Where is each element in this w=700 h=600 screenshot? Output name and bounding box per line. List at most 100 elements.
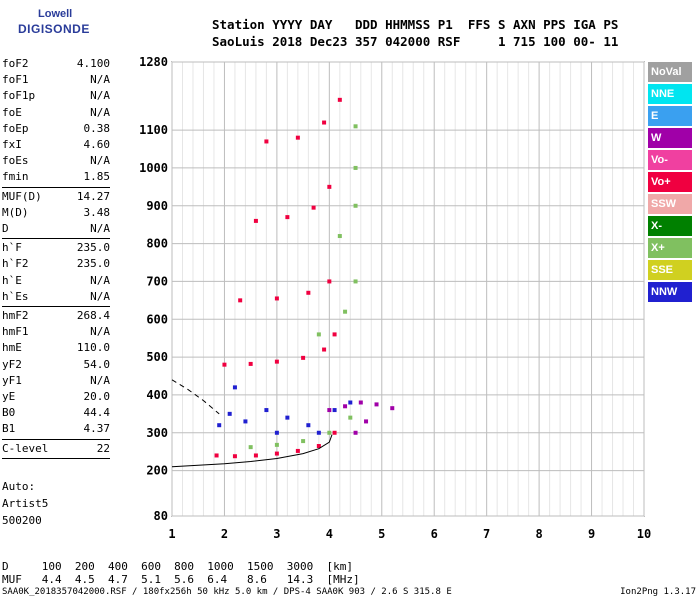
param-name: hmE: [2, 341, 22, 355]
param-name: B1: [2, 422, 16, 436]
data-point: [301, 439, 306, 444]
param-value: N/A: [90, 325, 110, 339]
data-point: [227, 411, 232, 416]
param-value: 268.4: [76, 309, 110, 322]
param-name: foF2: [2, 57, 29, 70]
param-value: N/A: [90, 373, 110, 387]
data-point: [274, 296, 279, 301]
param-name: M(D): [2, 205, 29, 219]
y-tick-label: 400: [146, 388, 168, 402]
param-value: 54.0: [83, 357, 111, 371]
data-point: [217, 423, 222, 428]
auto-label: Auto:: [2, 480, 36, 493]
param-row-hf2: h`F2 235.0: [2, 256, 110, 272]
muf-row-muf: MUF 4.4 4.5 4.7 5.1 5.6 6.4 8.6 14.3 [MH…: [2, 573, 360, 586]
data-point: [253, 453, 258, 458]
legend-item-vo-: Vo+: [648, 172, 692, 192]
param-row-foe: foE N/A: [2, 105, 110, 121]
data-point: [374, 402, 379, 407]
param-value: 4.37: [83, 422, 111, 436]
data-point: [301, 355, 306, 360]
param-name: foF1p: [2, 89, 36, 103]
y-tick-label: 80: [154, 509, 168, 523]
param-row-foep: foEp 0.38: [2, 121, 110, 137]
data-point: [306, 290, 311, 295]
x-tick-label: 3: [273, 527, 280, 541]
y-tick-label: 500: [146, 350, 168, 364]
x-tick-label: 4: [326, 527, 333, 541]
panel-separator: [2, 238, 110, 240]
data-point: [248, 361, 253, 366]
param-value: 3.48: [83, 205, 111, 219]
data-point: [353, 165, 358, 170]
data-point: [390, 406, 395, 411]
param-row-mufd: MUF(D) 14.27: [2, 189, 110, 205]
data-point: [285, 415, 290, 420]
param-value: N/A: [90, 105, 110, 119]
param-name: h`Es: [2, 289, 29, 303]
auto-code: 500200: [2, 514, 42, 527]
param-row-he: h`E N/A: [2, 273, 110, 289]
param-row-hes: h`Es N/A: [2, 289, 110, 305]
legend-item-sse: SSE: [648, 260, 692, 280]
data-point: [248, 445, 253, 450]
data-point: [238, 298, 243, 303]
x-tick-label: 9: [588, 527, 595, 541]
data-point: [364, 419, 369, 424]
param-name: yE: [2, 390, 16, 403]
param-row-b1: B1 4.37: [2, 421, 110, 437]
data-point: [353, 203, 358, 208]
param-value: N/A: [90, 222, 110, 235]
param-value: N/A: [90, 289, 110, 303]
param-value: 4.100: [76, 57, 110, 70]
data-point: [322, 347, 327, 352]
data-point: [327, 184, 332, 189]
param-name: hmF2: [2, 309, 29, 322]
param-value: N/A: [90, 89, 110, 103]
data-point: [343, 404, 348, 409]
param-name: C-level: [2, 441, 49, 455]
y-tick-label: 1100: [139, 123, 168, 137]
station-header: Station YYYY DAY DDD HHMMSS P1 FFS S AXN…: [212, 16, 618, 50]
param-value: 235.0: [76, 241, 110, 255]
data-point: [274, 430, 279, 435]
auto-program: Artist5: [2, 497, 49, 510]
plot-frame: [171, 61, 645, 517]
profile-curve: [171, 379, 220, 415]
data-point: [274, 442, 279, 447]
y-tick-label: 1280: [139, 55, 168, 69]
lowell-digisonde-logo: Lowell DIGISONDE: [4, 4, 89, 44]
param-row-md: M(D) 3.48: [2, 205, 110, 221]
legend-item-vo-: Vo-: [648, 150, 692, 170]
panel-separator: [2, 438, 110, 440]
footer-version: Ion2Png 1.3.17: [620, 587, 696, 597]
param-name: fxI: [2, 138, 22, 151]
data-point: [337, 97, 342, 102]
logo-line1: Lowell: [38, 8, 73, 20]
data-point: [214, 453, 219, 458]
data-point: [295, 135, 300, 140]
y-tick-label: 800: [146, 237, 168, 251]
file-info-footer: SAA0K_2018357042000.RSF / 180fx256h 50 k…: [2, 587, 696, 597]
param-row-hmf1: hmF1 N/A: [2, 324, 110, 340]
data-point: [327, 279, 332, 284]
param-name: foEp: [2, 121, 29, 135]
param-value: N/A: [90, 154, 110, 168]
data-point: [316, 430, 321, 435]
param-row-yf1: yF1 N/A: [2, 373, 110, 389]
legend-item-e: E: [648, 106, 692, 126]
param-name: yF1: [2, 373, 22, 387]
data-point: [311, 205, 316, 210]
panel-separator: [2, 306, 110, 307]
param-name: h`E: [2, 273, 22, 287]
param-name: h`F2: [2, 257, 29, 271]
param-row-hmf2: hmF2 268.4: [2, 308, 110, 324]
param-row-hf: h`F 235.0: [2, 240, 110, 256]
param-row-clevel: C-level 22: [2, 441, 110, 457]
legend-item-ssw: SSW: [648, 194, 692, 214]
param-value: 4.60: [83, 138, 111, 151]
param-value: 22: [96, 441, 110, 455]
y-tick-label: 300: [146, 426, 168, 440]
panel-separator: [2, 457, 110, 459]
param-name: fmin: [2, 170, 29, 184]
